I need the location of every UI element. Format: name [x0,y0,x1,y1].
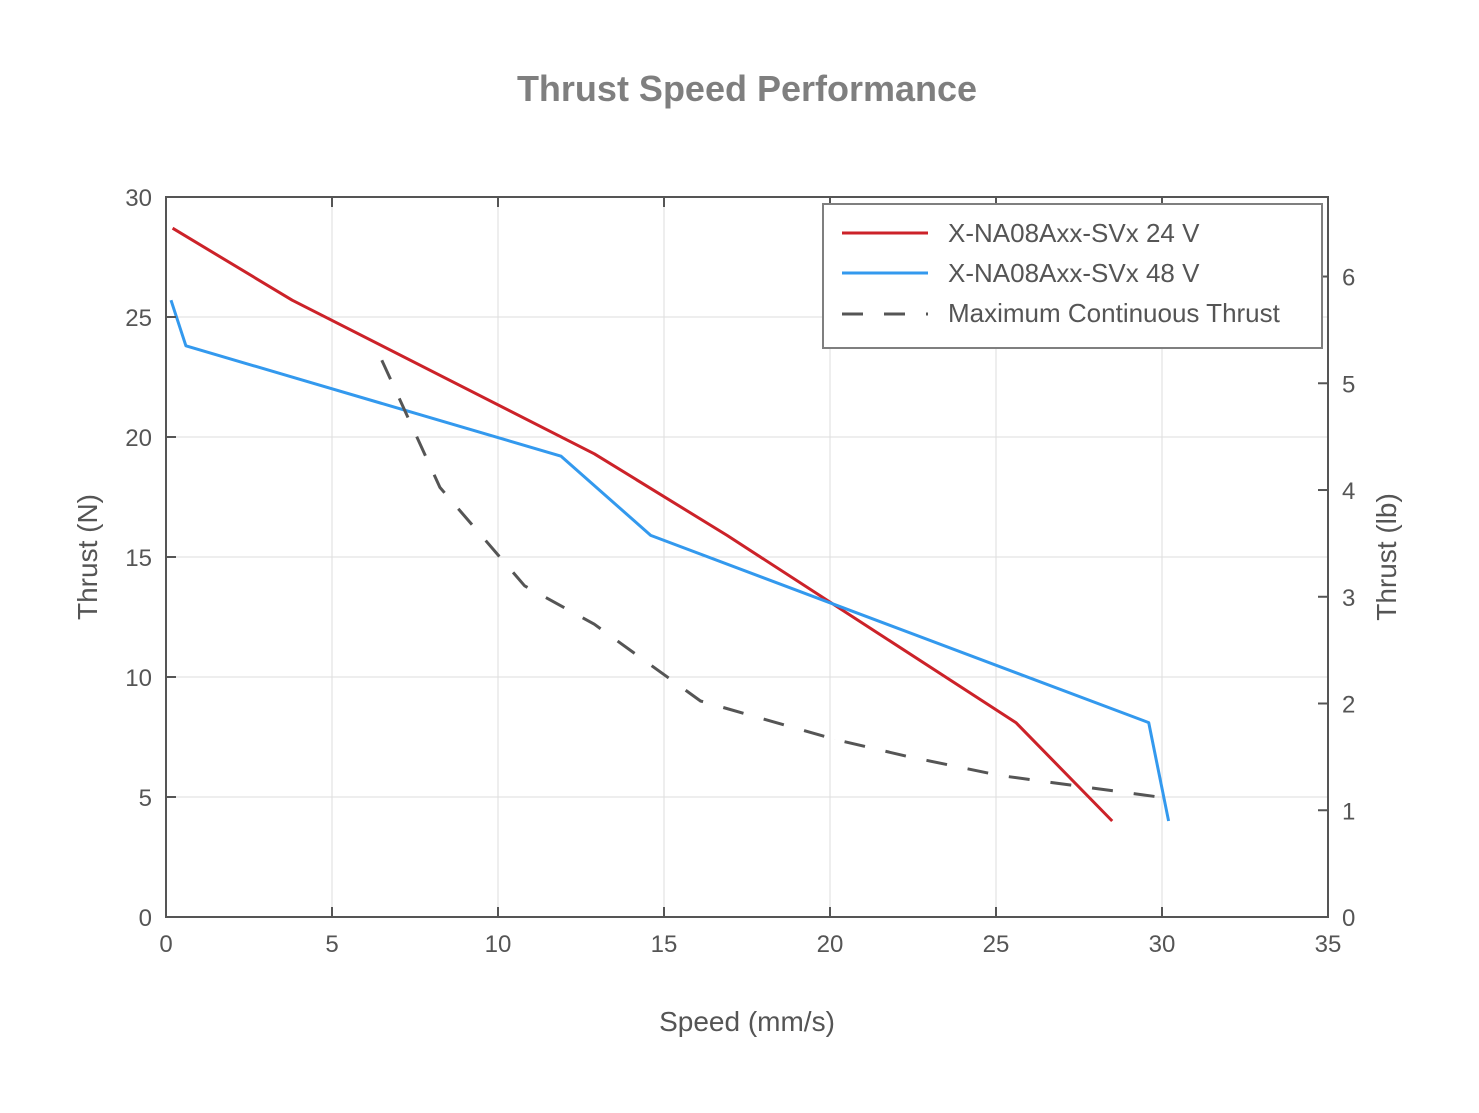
x-tick-label: 25 [983,931,1010,958]
x-tick-label: 10 [485,931,512,958]
y-tick-label: 5 [139,785,152,812]
y-tick-label: 25 [125,305,152,332]
x-tick-label: 35 [1315,931,1342,958]
axes [165,196,1329,918]
y2-axis-label: Thrust (lb) [1371,493,1402,621]
y-tick-label: 30 [125,185,152,212]
series-lines [169,226,1171,823]
x-tick-label: 0 [159,931,172,958]
y-tick-label: 20 [125,425,152,452]
y2-tick-label: 3 [1342,585,1355,612]
y2-tick-label: 2 [1342,692,1355,719]
y2-tick-label: 4 [1342,478,1355,505]
y2-tick-labels: 0 1 2 3 4 5 6 [1342,265,1355,932]
y-tick-label: 0 [139,905,152,932]
x-tick-label: 30 [1149,931,1176,958]
x-tick-label: 5 [325,931,338,958]
x-tick-label: 15 [651,931,678,958]
legend: X-NA08Axx-SVx 24 V X-NA08Axx-SVx 48 V Ma… [822,203,1323,349]
x-axis-label: Speed (mm/s) [659,1006,835,1037]
series-line-48v [169,299,1171,822]
legend-box [822,203,1323,349]
x-tick-labels: 0 5 10 15 20 25 30 35 [159,931,1341,958]
legend-label-max-continuous: Maximum Continuous Thrust [948,298,1281,328]
series-line-24v [171,226,1114,823]
y2-tick-label: 5 [1342,371,1355,398]
x-tick-label: 20 [817,931,844,958]
y-tick-label: 10 [125,665,152,692]
chart-title: Thrust Speed Performance [517,68,977,109]
legend-label-24v: X-NA08Axx-SVx 24 V [948,218,1200,248]
y-axis-label: Thrust (N) [72,494,103,620]
legend-label-48v: X-NA08Axx-SVx 48 V [948,258,1200,288]
y-tick-labels: 0 5 10 15 20 25 30 [125,185,152,932]
y-tick-label: 15 [125,545,152,572]
y2-tick-label: 6 [1342,265,1355,292]
plot-frame [165,196,1329,918]
y2-tick-label: 1 [1342,798,1355,825]
y2-tick-label: 0 [1342,905,1355,932]
